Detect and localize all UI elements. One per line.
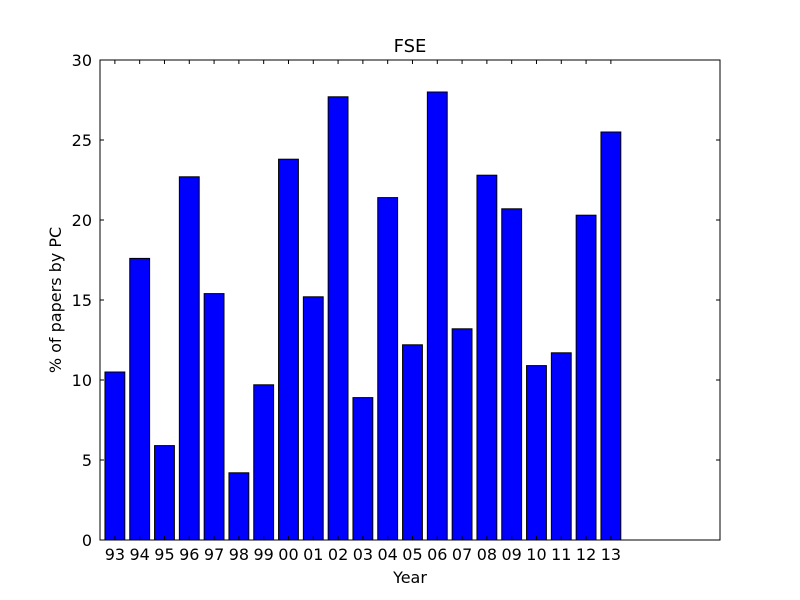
x-tick-label-13: 13 (601, 545, 621, 564)
bar-13 (600, 131, 622, 541)
bar-group (104, 91, 622, 541)
x-tick-label-10: 10 (526, 545, 546, 564)
x-tick-label-11: 11 (551, 545, 571, 564)
y-tick-label-15: 15 (72, 291, 92, 310)
x-tick-label-96: 96 (179, 545, 199, 564)
bar-04 (377, 197, 399, 541)
bar-06 (426, 91, 448, 541)
bar-10 (526, 365, 547, 541)
y-tick-label-0: 0 (82, 531, 92, 550)
bar-05 (402, 344, 423, 541)
y-tick-label-25: 25 (72, 131, 92, 150)
x-tick-label-06: 06 (427, 545, 447, 564)
bar-98 (228, 472, 250, 541)
x-tick-label-00: 00 (278, 545, 298, 564)
bar-08 (476, 174, 498, 541)
x-tick-label-93: 93 (105, 545, 125, 564)
bar-11 (550, 352, 572, 541)
chart-title: FSE (394, 36, 427, 57)
bar-99 (253, 384, 275, 541)
y-tick-label-10: 10 (72, 371, 92, 390)
bar-94 (129, 257, 151, 541)
y-tick-label-20: 20 (72, 211, 92, 230)
bar-02 (327, 96, 349, 541)
bar-00 (278, 158, 299, 541)
bar-07 (451, 328, 473, 541)
x-tick-label-04: 04 (378, 545, 398, 564)
y-tick-label-5: 5 (82, 451, 92, 470)
tick-group: 93 94 95 96 97 98 99 00 01 02 03 04 05 06 07 08 09 10 11 12… (72, 51, 720, 564)
x-tick-label-12: 12 (576, 545, 596, 564)
y-axis-title: % of papers by PC (46, 227, 65, 373)
y-tick-label-30: 30 (72, 51, 92, 70)
x-tick-label-03: 03 (353, 545, 373, 564)
x-tick-label-02: 02 (328, 545, 348, 564)
bar-01 (302, 296, 324, 541)
x-tick-label-05: 05 (402, 545, 422, 564)
x-tick-label-07: 07 (452, 545, 472, 564)
x-tick-label-97: 97 (204, 545, 224, 564)
x-tick-label-98: 98 (229, 545, 249, 564)
bar-03 (352, 397, 374, 541)
x-tick-label-09: 09 (502, 545, 522, 564)
x-tick-label-99: 99 (254, 545, 274, 564)
bar-96 (178, 176, 200, 541)
bar-95 (154, 445, 175, 541)
bar-09 (501, 208, 523, 541)
x-tick-label-95: 95 (154, 545, 174, 564)
bar-93 (104, 371, 126, 541)
x-tick-label-01: 01 (303, 545, 323, 564)
x-tick-label-94: 94 (130, 545, 150, 564)
plot-frame (99, 59, 721, 541)
bar-97 (203, 293, 225, 541)
x-tick-label-08: 08 (477, 545, 497, 564)
bar-12 (575, 214, 597, 541)
x-axis-title: Year (392, 568, 427, 587)
